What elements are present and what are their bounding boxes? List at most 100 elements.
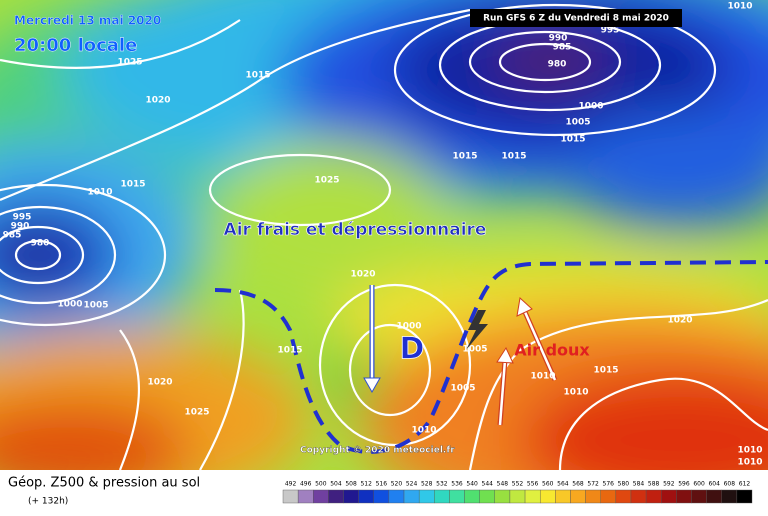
forecast-lead: (+ 132h) [28, 497, 68, 507]
colorbar-label: 516 [376, 481, 388, 488]
isobar-label: 1010 [737, 446, 762, 456]
footer-title: Géop. Z500 & pression au sol [8, 476, 200, 491]
copyright: Copyright © 2020 meteociel.fr [300, 446, 455, 456]
colorbar-swatch [328, 489, 344, 504]
colorbar-swatch [373, 489, 390, 504]
colorbar-label: 576 [603, 481, 615, 488]
colorbar-swatch [570, 489, 586, 504]
colorbar-label: 584 [633, 481, 645, 488]
colorbar-label: 508 [345, 481, 357, 488]
isobar-label: 990 [549, 34, 568, 44]
isobar-label: 1000 [578, 102, 603, 112]
isobar-label: 1015 [120, 180, 145, 190]
colorbar-label: 596 [678, 481, 690, 488]
colorbar-swatch [358, 489, 374, 504]
isobar-label: 1025 [314, 176, 339, 186]
isobar-label: 1010 [727, 2, 752, 12]
colorbar-swatch [297, 489, 314, 504]
colorbar-swatch [494, 489, 511, 504]
colorbar-label: 496 [300, 481, 312, 488]
colorbar-label: 560 [542, 481, 554, 488]
isobar-label: 1010 [530, 372, 555, 382]
colorbar-label: 540 [466, 481, 478, 488]
colorbar-label: 532 [436, 481, 448, 488]
colorbar-swatch [600, 489, 617, 504]
isobars [0, 3, 768, 470]
colorbar-swatch [313, 489, 329, 504]
run-box [470, 9, 682, 27]
colorbar-swatch [645, 489, 662, 504]
isobar-label: 1025 [184, 408, 209, 418]
isobar-label: 1015 [277, 346, 302, 356]
lightning-icon [466, 310, 488, 350]
isobar-label: 1020 [145, 96, 170, 106]
isobar-label: 980 [548, 60, 567, 70]
colorbar-swatch [555, 489, 571, 504]
colorbar-swatch [479, 489, 496, 504]
colorbar-label: 504 [330, 481, 342, 488]
colorbar-swatch [691, 489, 707, 504]
isobar-label: 985 [553, 43, 572, 53]
colorbar-label: 604 [708, 481, 720, 488]
isobar-label: 1020 [147, 378, 172, 388]
isobar-label: 1005 [565, 118, 590, 128]
colorbar-swatch [661, 489, 677, 504]
isobar-label: 1015 [593, 366, 618, 376]
colorbar-swatch [282, 489, 299, 504]
colorbar-label: 612 [739, 481, 751, 488]
colorbar-label: 600 [693, 481, 705, 488]
colorbar-label: 568 [572, 481, 584, 488]
colorbar-swatch [615, 489, 632, 504]
colorbar-swatch [539, 489, 556, 504]
colorbar-label: 544 [482, 481, 494, 488]
colorbar-label: 552 [512, 481, 524, 488]
colorbar-label: 520 [391, 481, 403, 488]
colorbar-swatch [509, 489, 526, 504]
isobar-label: 1005 [462, 345, 487, 355]
forecast-time: 20:00 locale [14, 35, 137, 56]
colorbar-swatch [464, 489, 480, 504]
isobar-label: 1015 [245, 71, 270, 81]
isobar-label: 1015 [501, 152, 526, 162]
colorbar-swatch [388, 489, 405, 504]
colorbar-swatch [434, 489, 450, 504]
isobar-label: 1010 [737, 458, 762, 468]
isobar-label: 1020 [350, 270, 375, 280]
colorbar-label: 564 [557, 481, 569, 488]
isobar-label: 980 [31, 239, 50, 249]
isobar-label: 1010 [563, 388, 588, 398]
colorbar-label: 608 [724, 481, 736, 488]
cold-arrow [363, 285, 381, 394]
colorbar: 492 496 500 504 508 512 516 520 524 528 532 536 540 5… [282, 481, 753, 504]
colorbar-swatch [706, 489, 722, 504]
warm-air-label: Air doux [514, 341, 590, 360]
isobar-label: 995 [601, 26, 620, 36]
colorbar-swatch [418, 489, 435, 504]
colorbar-swatch [676, 489, 692, 504]
isobar-label: 1015 [452, 152, 477, 162]
isobar-label: 985 [3, 231, 22, 241]
colorbar-label: 492 [285, 481, 297, 488]
colorbar-swatch [585, 489, 601, 504]
colorbar-label: 512 [360, 481, 372, 488]
run-info: Run GFS 6 Z du Vendredi 8 mai 2020 [483, 14, 669, 24]
colorbar-label: 536 [451, 481, 463, 488]
low-pressure-label: D [400, 332, 425, 367]
colorbar-label: 556 [527, 481, 539, 488]
colorbar-label: 580 [618, 481, 630, 488]
isobar-label: 1025 [117, 58, 142, 68]
isobar-label: 1010 [87, 188, 112, 198]
colorbar-swatch [721, 489, 738, 504]
colorbar-swatch [736, 489, 753, 504]
colorbar-label: 588 [648, 481, 660, 488]
isobar-label: 1000 [396, 322, 421, 332]
colorbar-label: 592 [663, 481, 675, 488]
isobar-label: 1000 [57, 300, 82, 310]
colorbar-swatch [343, 489, 359, 504]
warm-arrows [496, 297, 558, 426]
colorbar-swatch [403, 489, 420, 504]
isobar-label: 990 [11, 222, 30, 232]
colorbar-swatch [449, 489, 465, 504]
